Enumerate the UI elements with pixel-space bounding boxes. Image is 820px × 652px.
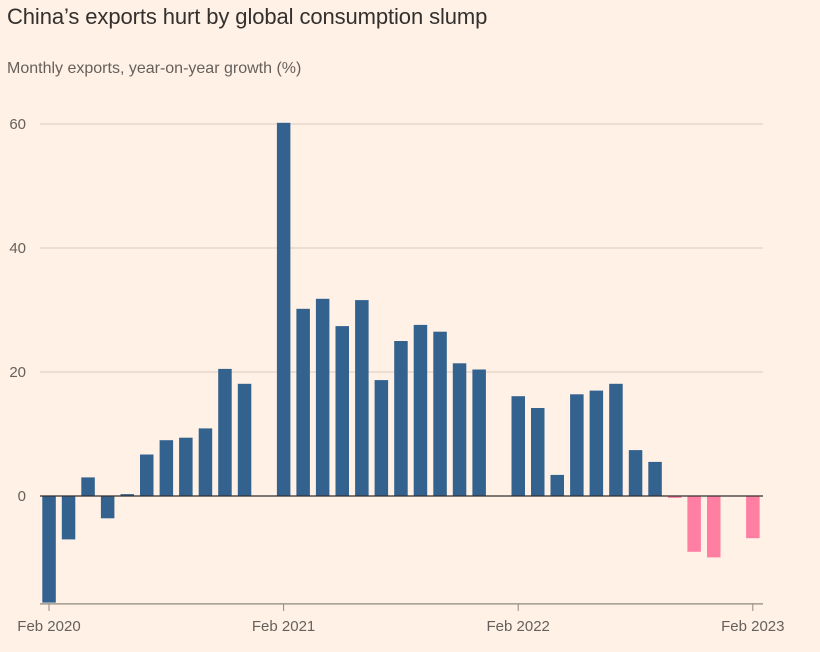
bar-feb-2023: [746, 496, 760, 539]
bar-aug-2021: [394, 341, 408, 496]
bar-jun-2021: [355, 300, 369, 496]
x-tick-label: Feb 2021: [252, 618, 315, 635]
bar-sep-2021: [413, 324, 428, 496]
bar-oct-2020: [198, 428, 213, 496]
y-tick-label: 20: [9, 364, 26, 381]
bar-nov-2021: [452, 363, 467, 496]
bar-mar-2022: [531, 408, 545, 496]
bar-jul-2021: [374, 380, 389, 496]
bar-jun-2022: [589, 390, 604, 496]
bar-dec-2020: [237, 383, 252, 496]
x-tick-label: Feb 2022: [487, 618, 550, 635]
y-tick-label: 0: [18, 488, 26, 505]
bar-dec-2021: [472, 369, 486, 496]
bar-may-2021: [335, 326, 349, 496]
bar-may-2022: [570, 394, 584, 496]
bar-apr-2021: [315, 298, 330, 496]
bar-oct-2021: [433, 331, 447, 496]
x-tick-label: Feb 2023: [721, 618, 784, 635]
bar-may-2020: [100, 496, 115, 519]
bar-dec-2022: [707, 496, 721, 558]
y-tick-label: 40: [9, 240, 26, 257]
bar-apr-2020: [81, 477, 95, 496]
bar-oct-2022: [667, 496, 682, 498]
bar-feb-2020: [42, 496, 56, 603]
bar-sep-2022: [648, 461, 662, 496]
bar-mar-2021: [296, 308, 310, 496]
y-axis-ticks: 0 20 40 60: [9, 116, 26, 505]
bar-jul-2022: [609, 383, 623, 496]
bar-aug-2020: [159, 440, 174, 496]
axes: [40, 495, 763, 605]
bar-mar-2020: [61, 496, 76, 540]
gridlines: [40, 123, 763, 373]
bar-apr-2022: [550, 474, 564, 496]
bar-feb-2021: [276, 122, 291, 497]
bar-feb-2022: [511, 396, 525, 496]
x-tick-label: Feb 2020: [17, 618, 80, 635]
chart-subtitle: Monthly exports, year-on-year growth (%): [7, 60, 302, 77]
bars: [42, 122, 760, 603]
bar-nov-2022: [687, 496, 701, 552]
bar-sep-2020: [179, 437, 193, 496]
bar-aug-2022: [628, 450, 643, 496]
bar-jul-2020: [140, 454, 154, 496]
x-axis-ticks: Feb 2020 Feb 2021 Feb 2022 Feb 2023: [17, 603, 784, 635]
chart-title: China’s exports hurt by global consumpti…: [7, 4, 488, 29]
y-tick-label: 60: [9, 116, 26, 133]
bar-jun-2020: [120, 494, 134, 496]
bar-nov-2020: [218, 368, 232, 496]
